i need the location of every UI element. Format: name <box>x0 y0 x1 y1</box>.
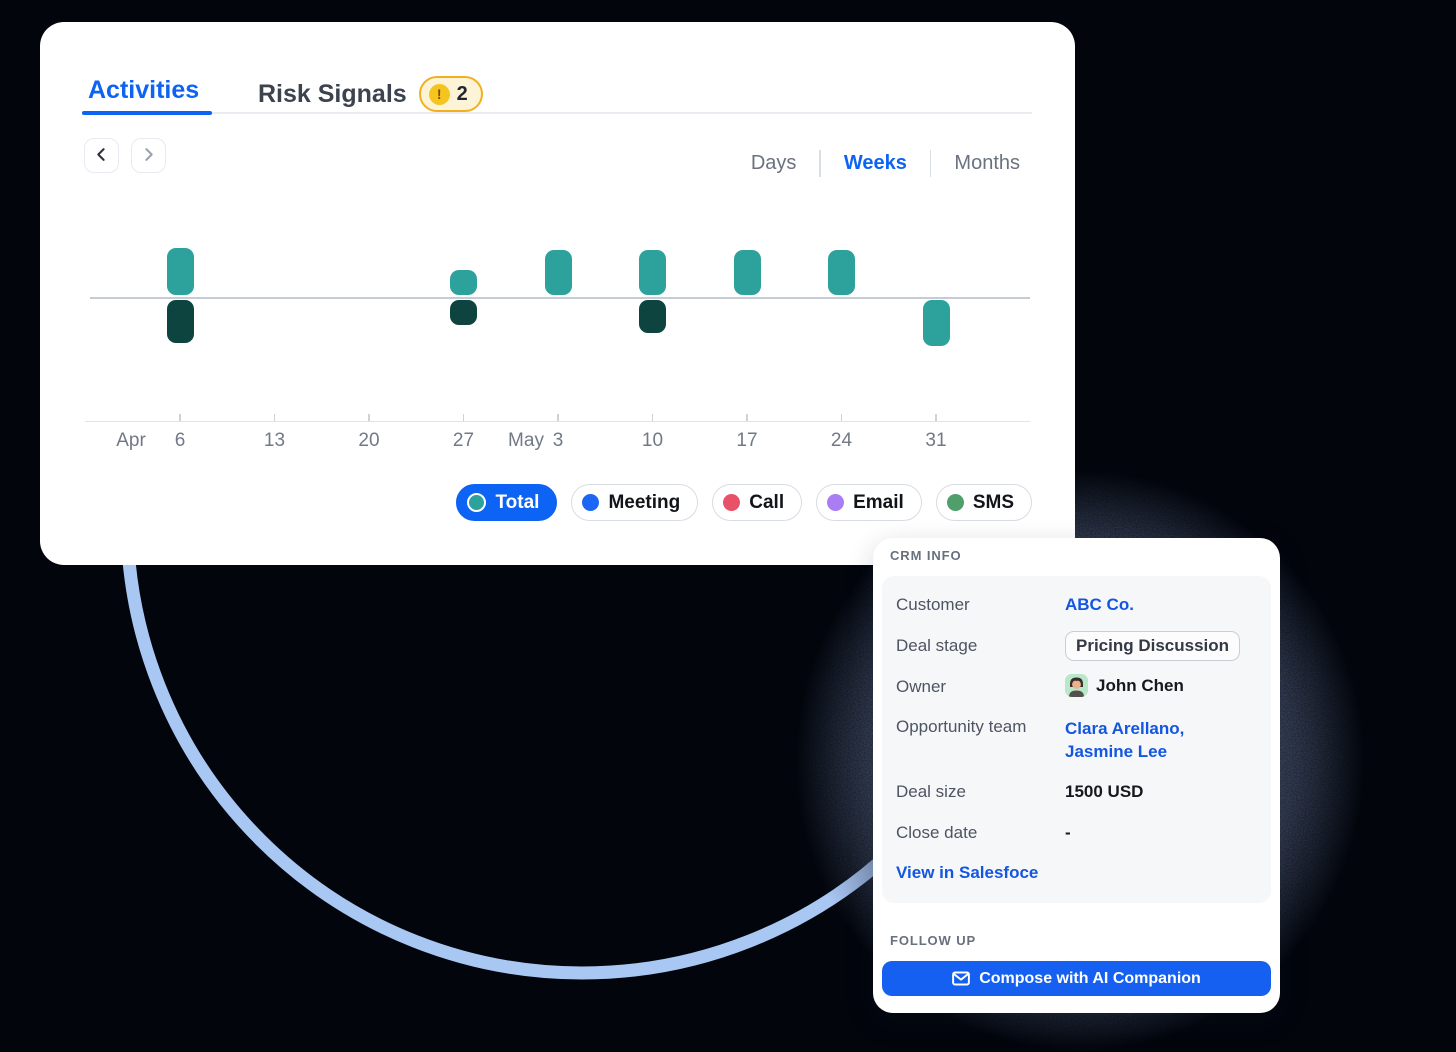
prev-period-button[interactable] <box>84 138 119 173</box>
deal-size-value: 1500 USD <box>1065 782 1144 801</box>
tabs-divider <box>82 112 1032 114</box>
opportunity-team-link[interactable]: Clara Arellano, Jasmine Lee <box>1065 719 1185 761</box>
x-axis-label: 10 <box>641 430 664 451</box>
range-divider <box>819 150 821 177</box>
risk-signals-badge: ! 2 <box>418 76 483 112</box>
close-date-label: Close date <box>896 823 978 842</box>
deal-size-label: Deal size <box>896 782 966 801</box>
compose-with-ai-companion-button[interactable]: Compose with AI Companion <box>882 961 1271 996</box>
compose-button-label: Compose with AI Companion <box>979 969 1201 987</box>
range-months[interactable]: Months <box>954 152 1020 174</box>
x-axis-tick <box>179 414 181 421</box>
x-axis-month-label: May <box>508 430 544 451</box>
x-axis-tick <box>651 414 654 421</box>
follow-up-title: FOLLOW UP <box>890 933 977 948</box>
chevron-right-icon <box>141 147 156 165</box>
crm-row-deal-size: Deal size 1500 USD <box>896 782 1258 802</box>
crm-row-deal-stage: Deal stage Pricing Discussion <box>896 631 1258 661</box>
close-date-value: - <box>1065 823 1071 842</box>
meeting-series-dot <box>582 494 600 511</box>
activity-bar-may-31[interactable] <box>922 300 950 346</box>
chart-legend: Total Meeting Call Email SMS <box>456 484 1032 521</box>
tab-risk-signals-label: Risk Signals <box>258 79 407 108</box>
legend-pill-meeting[interactable]: Meeting <box>571 484 699 521</box>
call-series-dot <box>723 494 741 511</box>
owner-name: John Chen <box>1096 675 1184 695</box>
legend-pill-call[interactable]: Call <box>712 484 803 521</box>
activity-bar-may-10[interactable] <box>639 250 666 295</box>
x-axis-label: 17 <box>736 430 758 451</box>
legend-label: SMS <box>972 491 1014 513</box>
range-weeks[interactable]: Weeks <box>843 152 907 174</box>
warning-icon: ! <box>428 83 450 105</box>
x-axis-tick <box>273 414 276 421</box>
next-period-button[interactable] <box>131 138 166 173</box>
x-axis-label: 24 <box>830 430 853 451</box>
range-days[interactable]: Days <box>750 152 797 174</box>
x-axis-tick <box>368 414 370 421</box>
chart-x-axis <box>85 421 1030 423</box>
legend-label: Total <box>495 491 540 513</box>
x-axis-label: 6 <box>174 430 186 451</box>
x-axis-tick <box>935 414 937 421</box>
activity-bar-may-10[interactable] <box>639 300 666 333</box>
crm-row-close-date: Close date - <box>896 823 1258 843</box>
email-series-dot <box>827 494 845 511</box>
chevron-left-icon <box>94 147 109 165</box>
x-axis-label: 13 <box>263 430 286 451</box>
deal-stage-badge: Pricing Discussion <box>1065 631 1241 661</box>
x-axis-tick <box>557 414 559 421</box>
activity-bar-may-24[interactable] <box>828 250 855 295</box>
owner-label: Owner <box>896 677 947 696</box>
time-range-toggle: Days Weeks Months <box>751 150 1020 177</box>
activity-bar-apr-6[interactable] <box>166 300 194 343</box>
risk-badge-count: 2 <box>456 82 468 105</box>
crm-info-title: CRM INFO <box>890 548 962 563</box>
legend-label: Call <box>749 491 785 513</box>
customer-label: Customer <box>896 595 970 614</box>
customer-link[interactable]: ABC Co. <box>1065 595 1134 614</box>
crm-row-owner: Owner John Chen <box>896 674 1258 697</box>
activities-card: Activities Risk Signals ! 2 Days Weeks <box>40 22 1075 565</box>
x-axis-month-label: Apr <box>116 430 146 451</box>
range-divider <box>929 150 932 177</box>
activity-bar-apr-27[interactable] <box>450 300 477 325</box>
view-in-salesforce-link[interactable]: View in Salesfoce <box>896 863 1039 882</box>
crm-info-card: CRM INFO Customer ABC Co. Deal stage Pri… <box>873 538 1280 1013</box>
legend-pill-sms[interactable]: SMS <box>935 484 1032 521</box>
legend-pill-total[interactable]: Total <box>456 484 558 521</box>
active-tab-underline <box>82 111 212 115</box>
crm-row-customer: Customer ABC Co. <box>896 595 1258 615</box>
x-axis-label: 27 <box>452 430 475 451</box>
tab-activities[interactable]: Activities <box>88 76 199 105</box>
crm-details-box: Customer ABC Co. Deal stage Pricing Disc… <box>882 576 1271 903</box>
opportunity-team-label: Opportunity team <box>896 717 1027 736</box>
activity-bar-may-17[interactable] <box>733 250 761 295</box>
x-axis-label: 31 <box>925 430 947 451</box>
owner-avatar <box>1065 674 1088 697</box>
activity-bar-apr-6[interactable] <box>166 248 194 295</box>
total-series-dot <box>467 493 487 512</box>
envelope-icon <box>952 971 971 986</box>
legend-label: Email <box>853 491 904 513</box>
x-axis-label: 20 <box>358 430 380 451</box>
x-axis-label: 3 <box>552 430 564 451</box>
activity-chart: 6 13 20 27 3 10 17 24 31 Apr May <box>40 22 1075 565</box>
crm-row-opportunity-team: Opportunity team Clara Arellano, Jasmine… <box>896 717 1258 763</box>
x-axis-tick <box>840 414 843 421</box>
x-axis-tick <box>746 414 748 421</box>
owner-value-wrap: John Chen <box>1065 674 1184 697</box>
chart-baseline <box>90 297 1030 299</box>
tab-activities-label: Activities <box>88 76 200 104</box>
legend-label: Meeting <box>608 491 681 513</box>
sms-series-dot <box>946 494 964 511</box>
legend-pill-email[interactable]: Email <box>816 484 922 521</box>
x-axis-tick <box>462 414 465 421</box>
deal-stage-label: Deal stage <box>896 636 978 655</box>
tab-risk-signals[interactable]: Risk Signals ! 2 <box>258 76 483 112</box>
activity-bar-may-3[interactable] <box>544 250 572 295</box>
activity-bar-apr-27[interactable] <box>450 270 477 295</box>
